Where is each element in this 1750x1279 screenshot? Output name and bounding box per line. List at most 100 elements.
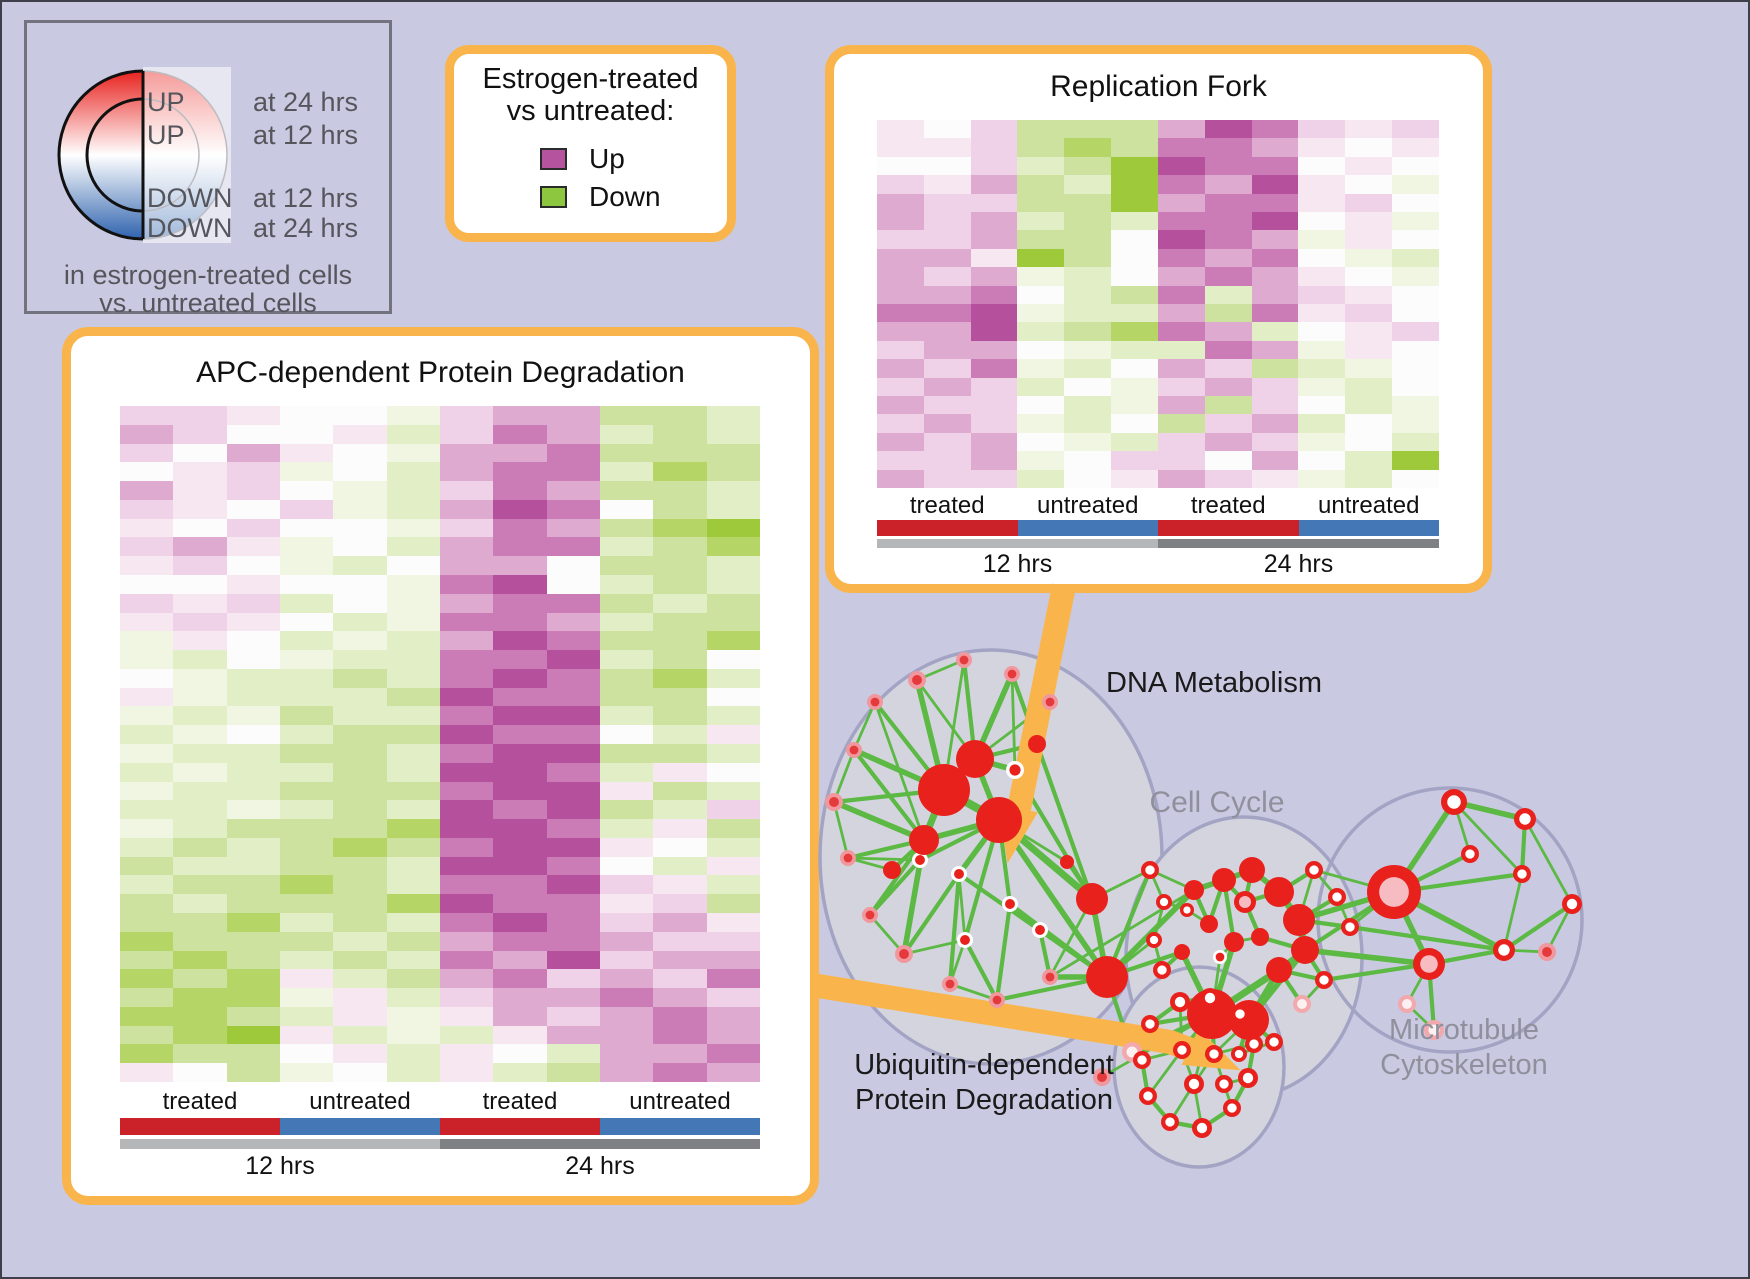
network-edge xyxy=(1297,895,1339,922)
heatmap-cell xyxy=(706,631,760,651)
network-edge xyxy=(1276,889,1302,923)
heatmap-cell xyxy=(923,211,971,231)
network-edge xyxy=(1193,877,1225,893)
heatmap-cell xyxy=(877,230,924,249)
network-edge xyxy=(833,787,945,805)
network-edge xyxy=(923,817,1000,843)
cluster-label: Ubiquitin-dependent xyxy=(854,1049,1114,1081)
heatmap-cell xyxy=(279,593,334,613)
heatmap-cell xyxy=(599,518,654,538)
heatmap-cell xyxy=(120,706,174,726)
heatmap-cell xyxy=(706,406,760,425)
heatmap-cell xyxy=(226,1063,280,1082)
heatmap-cell xyxy=(1111,248,1158,268)
heatmap-cell xyxy=(1392,156,1439,176)
network-node xyxy=(1146,932,1162,948)
heatmap-cell xyxy=(120,800,174,820)
heatmap-cell xyxy=(439,406,494,425)
key-legend-item: Down xyxy=(540,181,661,213)
network-edge xyxy=(1146,1094,1172,1124)
heatmap-cell xyxy=(706,931,760,951)
heatmap-cell xyxy=(1345,230,1393,249)
network-edge xyxy=(847,856,893,872)
heatmap-cell xyxy=(653,462,707,482)
heatmap-cell xyxy=(546,650,600,669)
heatmap-cell xyxy=(923,120,971,139)
network-edge xyxy=(974,700,1051,761)
network-edge xyxy=(1313,868,1395,894)
heatmap-cell xyxy=(493,1044,547,1064)
heatmap-cell xyxy=(599,481,654,500)
network-node xyxy=(1035,925,1045,935)
heatmap-cell xyxy=(653,593,707,613)
key-legend-label: Down xyxy=(589,181,661,212)
heatmap-cell xyxy=(653,969,707,989)
heatmap-cell xyxy=(970,432,1018,452)
heatmap-cell xyxy=(1017,303,1065,323)
heatmap-cell xyxy=(599,575,654,594)
network-node xyxy=(1398,995,1416,1013)
heatmap-cell xyxy=(599,1025,654,1045)
heatmap-cell xyxy=(1204,248,1252,268)
heatmap-cell xyxy=(1157,340,1205,360)
heatmap-cell xyxy=(1298,469,1346,488)
network-node xyxy=(895,945,913,963)
heatmap-cell xyxy=(279,650,334,669)
group-label: treated xyxy=(162,1088,238,1115)
heatmap-cell xyxy=(333,424,387,444)
heatmap-cell xyxy=(279,781,334,801)
heatmap-cell xyxy=(120,443,174,463)
heatmap-cell xyxy=(439,631,494,651)
heatmap-cell xyxy=(226,462,280,482)
heatmap-cell xyxy=(1392,285,1439,304)
heatmap-cell xyxy=(1017,322,1065,341)
heatmap-cell xyxy=(706,1025,760,1045)
heatmap-cell xyxy=(386,443,440,463)
panel-to-cluster-arrow xyxy=(810,973,1207,1066)
network-node xyxy=(1173,1041,1191,1059)
network-edge xyxy=(1210,967,1281,1017)
network-node xyxy=(1004,666,1020,682)
heatmap-cell xyxy=(1392,359,1439,378)
heatmap-cell xyxy=(653,481,707,500)
apc-condition-bars xyxy=(120,1118,760,1135)
network-node xyxy=(846,742,862,758)
heatmap-cell xyxy=(599,837,654,857)
network-node xyxy=(1141,1015,1159,1033)
network-edge xyxy=(1452,801,1472,855)
heatmap-cell xyxy=(120,462,174,482)
heatmap-cell xyxy=(599,1063,654,1082)
heatmap-cell xyxy=(1157,120,1205,139)
network-node xyxy=(1204,992,1216,1004)
heatmap-cell xyxy=(493,1025,547,1045)
network-edge xyxy=(1209,996,1241,1016)
time-bar xyxy=(120,1139,440,1149)
heatmap-cell xyxy=(1111,395,1158,415)
network-edge xyxy=(1303,890,1396,952)
heatmap-cell xyxy=(279,518,334,538)
network-edge xyxy=(1169,1119,1203,1131)
heatmap-cell xyxy=(493,406,547,425)
heatmap-cell xyxy=(546,1044,600,1064)
network-node xyxy=(1045,972,1055,982)
heatmap-cell xyxy=(279,406,334,425)
heatmap-cell xyxy=(599,668,654,688)
heatmap-cell xyxy=(1251,138,1299,157)
heatmap-cell xyxy=(1298,340,1346,360)
heatmap-cell xyxy=(970,120,1018,139)
heatmap-cell xyxy=(386,537,440,557)
heatmap-cell xyxy=(439,575,494,594)
heatmap-cell xyxy=(877,432,924,452)
network-edge xyxy=(947,873,962,985)
network-edge xyxy=(942,659,966,791)
heatmap-cell xyxy=(1345,211,1393,231)
heatmap-cell xyxy=(173,443,227,463)
heatmap-cell xyxy=(653,518,707,538)
heatmap-cell xyxy=(439,725,494,744)
heatmap-cell xyxy=(1204,175,1252,194)
heatmap-cell xyxy=(1298,303,1346,323)
heatmap-cell xyxy=(439,800,494,820)
network-node xyxy=(1562,894,1582,914)
heatmap-cell xyxy=(1251,395,1299,415)
network-node xyxy=(1305,861,1323,879)
